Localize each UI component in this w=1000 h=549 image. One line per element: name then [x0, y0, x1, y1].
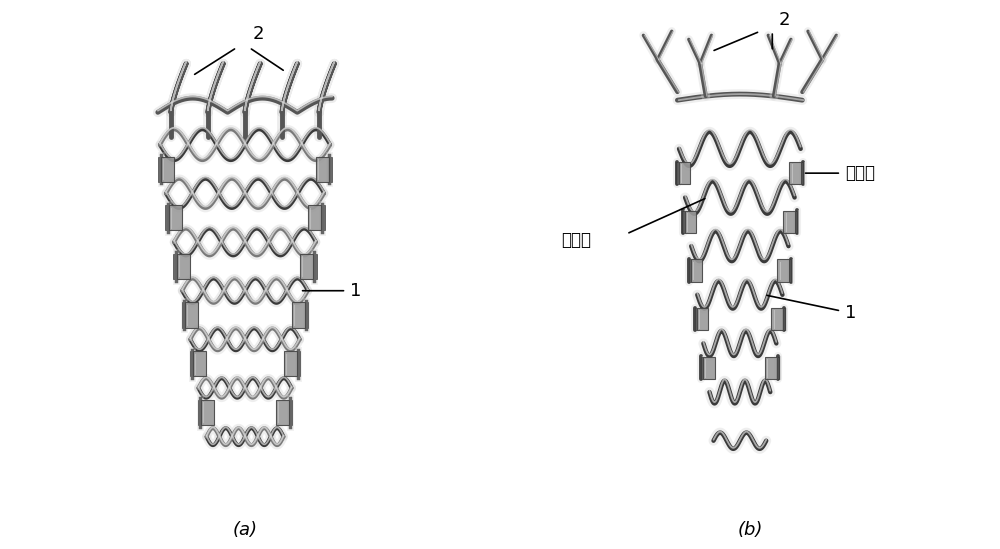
- FancyBboxPatch shape: [679, 162, 690, 184]
- Text: 1: 1: [845, 304, 857, 322]
- FancyBboxPatch shape: [201, 400, 214, 425]
- Text: 2: 2: [253, 25, 265, 43]
- FancyBboxPatch shape: [695, 308, 697, 330]
- Text: 连接体: 连接体: [845, 164, 875, 182]
- FancyBboxPatch shape: [313, 254, 317, 279]
- FancyBboxPatch shape: [691, 259, 702, 282]
- FancyBboxPatch shape: [276, 400, 289, 425]
- FancyBboxPatch shape: [198, 400, 201, 425]
- FancyBboxPatch shape: [185, 302, 198, 328]
- FancyBboxPatch shape: [190, 351, 193, 376]
- FancyBboxPatch shape: [685, 211, 696, 233]
- FancyBboxPatch shape: [689, 259, 691, 282]
- Text: 2: 2: [778, 11, 790, 29]
- FancyBboxPatch shape: [765, 357, 777, 379]
- FancyBboxPatch shape: [284, 351, 297, 376]
- FancyBboxPatch shape: [777, 357, 779, 379]
- FancyBboxPatch shape: [789, 259, 791, 282]
- FancyBboxPatch shape: [305, 302, 308, 328]
- FancyBboxPatch shape: [676, 162, 679, 184]
- FancyBboxPatch shape: [169, 205, 182, 231]
- Text: (a): (a): [232, 521, 258, 539]
- Text: 支撑体: 支撑体: [561, 231, 591, 249]
- FancyBboxPatch shape: [158, 156, 161, 182]
- FancyBboxPatch shape: [161, 156, 174, 182]
- FancyBboxPatch shape: [783, 308, 785, 330]
- FancyBboxPatch shape: [777, 259, 789, 282]
- FancyBboxPatch shape: [177, 254, 190, 279]
- Text: (b): (b): [737, 521, 763, 539]
- FancyBboxPatch shape: [682, 211, 685, 233]
- FancyBboxPatch shape: [289, 400, 292, 425]
- FancyBboxPatch shape: [308, 205, 321, 231]
- FancyBboxPatch shape: [316, 156, 329, 182]
- FancyBboxPatch shape: [292, 302, 305, 328]
- FancyBboxPatch shape: [703, 357, 715, 379]
- FancyBboxPatch shape: [300, 254, 313, 279]
- FancyBboxPatch shape: [701, 357, 703, 379]
- FancyBboxPatch shape: [165, 205, 169, 231]
- FancyBboxPatch shape: [795, 211, 797, 233]
- FancyBboxPatch shape: [329, 156, 332, 182]
- FancyBboxPatch shape: [783, 211, 795, 233]
- FancyBboxPatch shape: [801, 162, 803, 184]
- FancyBboxPatch shape: [297, 351, 300, 376]
- FancyBboxPatch shape: [182, 302, 185, 328]
- FancyBboxPatch shape: [321, 205, 325, 231]
- FancyBboxPatch shape: [193, 351, 206, 376]
- FancyBboxPatch shape: [771, 308, 783, 330]
- FancyBboxPatch shape: [697, 308, 708, 330]
- Text: 1: 1: [350, 282, 362, 300]
- FancyBboxPatch shape: [173, 254, 177, 279]
- FancyBboxPatch shape: [789, 162, 801, 184]
